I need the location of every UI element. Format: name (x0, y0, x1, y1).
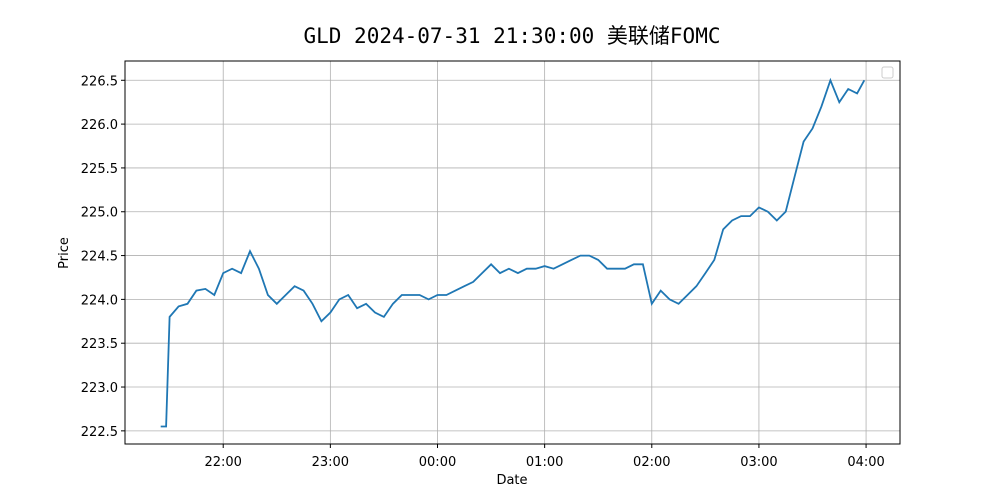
y-tick-label: 226.5 (81, 74, 118, 89)
y-tick-label: 226.0 (81, 118, 118, 133)
x-tick-label: 01:00 (526, 455, 563, 470)
y-tick-label: 224.0 (81, 293, 118, 308)
x-axis-label: Date (496, 473, 527, 488)
x-tick-label: 23:00 (312, 455, 349, 470)
y-axis-label: Price (57, 237, 72, 269)
x-tick-label: 22:00 (204, 455, 241, 470)
plot-area (125, 61, 900, 444)
y-tick-label: 223.5 (81, 337, 118, 352)
y-tick-label: 225.0 (81, 206, 118, 221)
y-tick-label: 224.5 (81, 250, 118, 265)
chart-title: GLD 2024-07-31 21:30:00 美联储FOMC (303, 24, 720, 48)
price-line (160, 77, 866, 428)
y-tick-label: 222.5 (81, 425, 118, 440)
y-tick-label: 223.0 (81, 381, 118, 396)
grid: 222.5 223.0 223.5 224.0 224.5 225.0 225.5 226.0… (81, 61, 900, 470)
x-tick-label: 04:00 (847, 455, 884, 470)
x-tick-label: 02:00 (633, 455, 670, 470)
plot-frame (124, 60, 901, 445)
marks (160, 77, 866, 428)
x-tick-label: 00:00 (419, 455, 456, 470)
y-tick-label: 225.5 (81, 162, 118, 177)
legend-box (881, 66, 894, 79)
x-tick-label: 03:00 (740, 455, 777, 470)
